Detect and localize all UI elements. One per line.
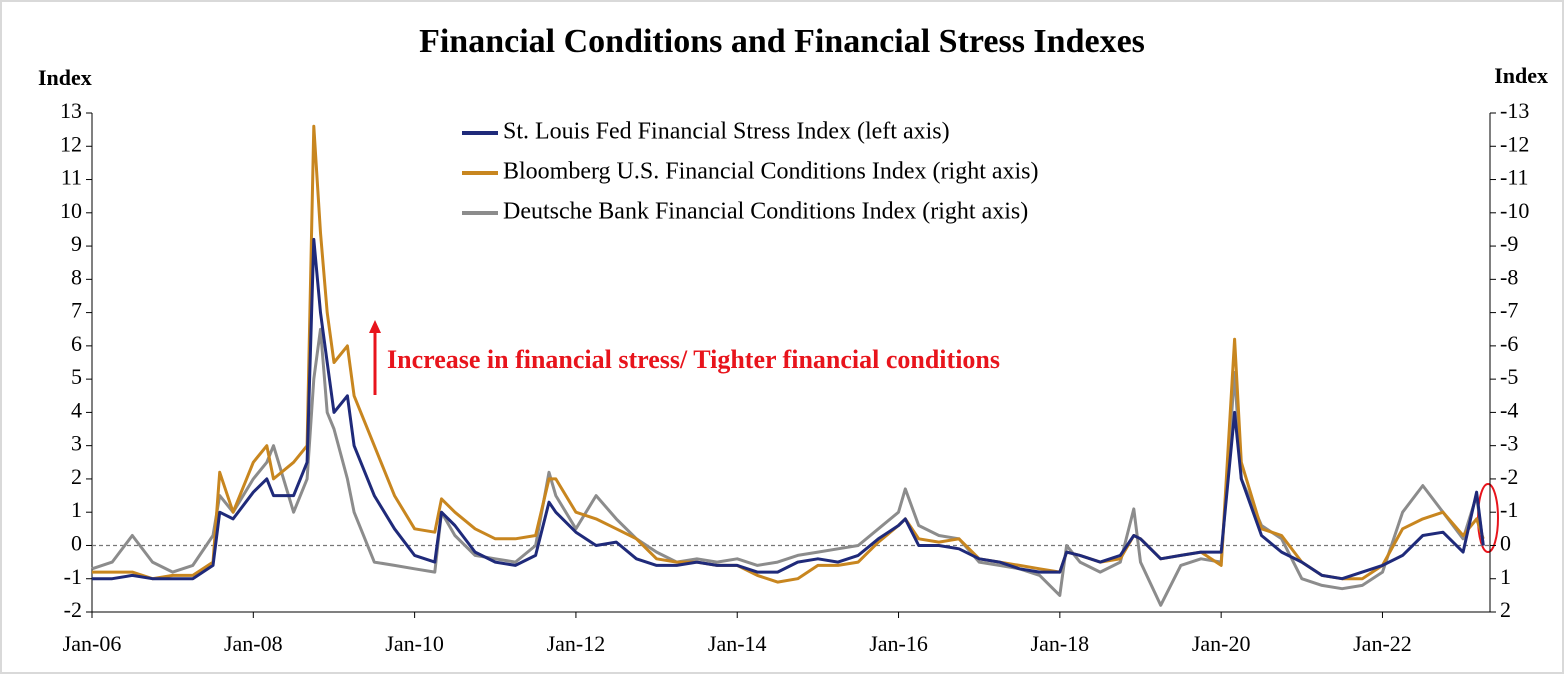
y2-axis-label: Index <box>1494 63 1548 88</box>
legend-label: Deutsche Bank Financial Conditions Index… <box>503 199 1028 225</box>
series-line <box>92 124 1485 584</box>
y2-tick-label: -1 <box>1500 497 1518 522</box>
y-tick-label: 7 <box>71 298 82 323</box>
y-tick-label: 13 <box>60 98 82 123</box>
y-tick-label: 8 <box>71 264 82 289</box>
y-tick-label: -2 <box>64 597 82 622</box>
y2-tick-label: -6 <box>1500 331 1518 356</box>
y2-tick-label: 1 <box>1500 564 1511 589</box>
y-tick-label: 1 <box>71 497 82 522</box>
y-tick-label: 9 <box>71 231 82 256</box>
legend-label: St. Louis Fed Financial Stress Index (le… <box>503 119 950 145</box>
y-tick-label: 11 <box>61 165 82 190</box>
x-tick-label: Jan-20 <box>1192 631 1251 656</box>
y-tick-label: 4 <box>71 397 82 422</box>
x-tick-label: Jan-06 <box>63 631 122 656</box>
annotation-arrowhead <box>369 320 381 333</box>
y2-tick-label: -9 <box>1500 231 1518 256</box>
y-tick-label: 10 <box>60 198 82 223</box>
y2-tick-label: 0 <box>1500 531 1511 556</box>
series-line <box>91 327 1485 607</box>
legend-label: Bloomberg U.S. Financial Conditions Inde… <box>503 159 1039 185</box>
x-tick-label: Jan-22 <box>1353 631 1412 656</box>
series-line <box>92 237 1485 581</box>
y-tick-label: 0 <box>71 531 82 556</box>
x-tick-label: Jan-16 <box>869 631 928 656</box>
annotation: Increase in financial stress/ Tighter fi… <box>387 345 1000 374</box>
y2-tick-label: -13 <box>1500 98 1529 123</box>
x-tick-label: Jan-12 <box>547 631 606 656</box>
y2-tick-label: 2 <box>1500 597 1511 622</box>
y2-tick-label: -2 <box>1500 464 1518 489</box>
y2-tick-label: -3 <box>1500 431 1518 456</box>
y2-tick-label: -10 <box>1500 198 1529 223</box>
x-tick-label: Jan-08 <box>224 631 283 656</box>
y2-tick-label: -12 <box>1500 131 1529 156</box>
y2-tick-label: -11 <box>1500 165 1529 190</box>
y2-tick-label: -8 <box>1500 264 1518 289</box>
chart-title: Financial Conditions and Financial Stres… <box>419 23 1145 60</box>
x-tick-label: Jan-14 <box>708 631 767 656</box>
y2-tick-label: -4 <box>1500 397 1518 422</box>
highlight-ellipse <box>1477 483 1499 553</box>
y-tick-label: 3 <box>71 431 82 456</box>
y-axis-label: Index <box>38 65 92 90</box>
y-tick-label: 5 <box>71 364 82 389</box>
y2-tick-label: -5 <box>1500 364 1518 389</box>
y-tick-label: 6 <box>71 331 82 356</box>
y-tick-label: 2 <box>71 464 82 489</box>
x-tick-label: Jan-10 <box>385 631 444 656</box>
y-tick-label: 12 <box>60 131 82 156</box>
x-tick-label: Jan-18 <box>1031 631 1090 656</box>
y2-tick-label: -7 <box>1500 298 1518 323</box>
y-tick-label: -1 <box>64 564 82 589</box>
